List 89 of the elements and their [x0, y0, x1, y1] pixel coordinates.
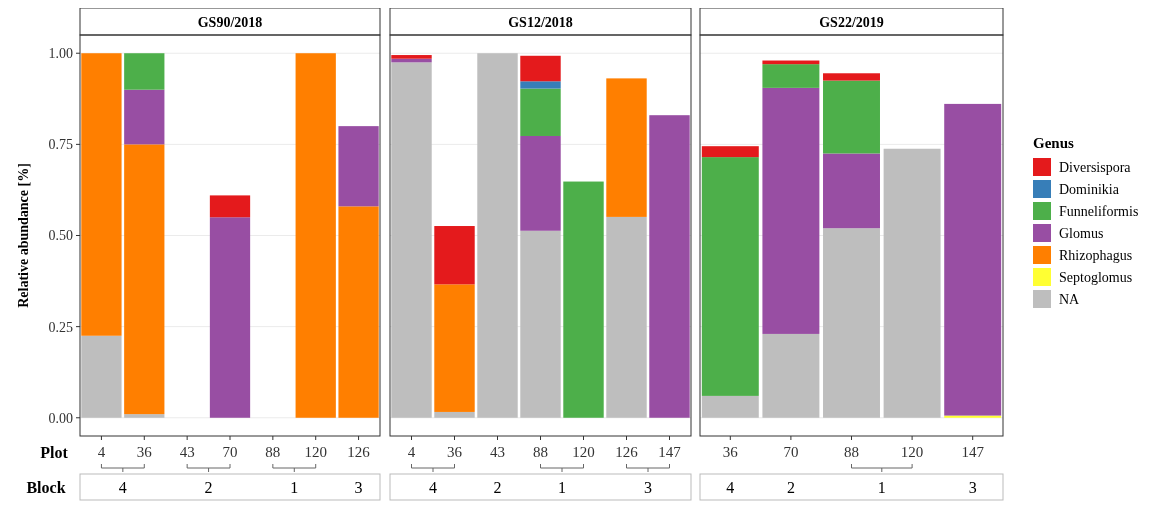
legend-label: Glomus: [1059, 225, 1104, 241]
x-tick-label: 36: [447, 444, 463, 460]
legend-label: Diversispora: [1059, 159, 1132, 175]
bar: [338, 206, 379, 418]
text: 4: [429, 479, 437, 496]
x-tick-label: 36: [136, 444, 153, 460]
bar: [81, 335, 122, 418]
text: 1: [290, 479, 299, 496]
x-tick-label: 88: [265, 444, 281, 460]
bar: [81, 53, 122, 336]
bar: [606, 216, 647, 418]
bar: [434, 411, 475, 418]
bar: [520, 88, 561, 136]
bar: [434, 226, 475, 285]
bar: [477, 53, 518, 418]
bar: [762, 333, 820, 418]
x-tick-label: 43: [490, 444, 505, 460]
y-axis-title: Relative abundance [%]: [16, 163, 31, 308]
x-tick-label: 120: [900, 444, 924, 460]
bar: [823, 80, 880, 154]
legend-label: Septoglomus: [1059, 269, 1133, 285]
text: 1: [877, 479, 886, 496]
bar: [124, 89, 165, 145]
y-tick-label: 1.00: [48, 46, 73, 62]
bar: [701, 146, 759, 158]
x-tick-label: 126: [615, 444, 639, 460]
text: 2: [493, 479, 502, 496]
legend-title: Genus: [1033, 135, 1075, 151]
text: 2: [204, 479, 213, 496]
bar: [762, 87, 820, 334]
y-tick-label: 0.75: [48, 137, 73, 153]
bar: [762, 64, 820, 88]
bar: [823, 228, 880, 418]
x-tick-label: 43: [179, 444, 195, 460]
bar: [391, 55, 432, 59]
text: 3: [354, 479, 363, 496]
bar: [295, 53, 336, 418]
text: 3: [644, 479, 652, 496]
chart-title: GS12/2018: [508, 14, 573, 30]
bar: [606, 78, 647, 217]
x-tick-label: 36: [722, 444, 739, 460]
bar: [124, 414, 165, 418]
chart-title: GS90/2018: [197, 14, 263, 30]
x-tick-label: 120: [304, 444, 327, 460]
bar: [883, 148, 941, 418]
bar: [209, 217, 251, 418]
bar: [520, 55, 561, 82]
bar: [563, 181, 604, 418]
x-tick-label: 70: [783, 444, 799, 460]
x-axis-title: Plot: [40, 444, 69, 461]
bar: [124, 144, 165, 415]
x-tick-label: 147: [961, 444, 985, 460]
y-tick-label: 0.50: [48, 228, 73, 244]
bar: [701, 395, 759, 418]
bar: [338, 126, 379, 207]
bar: [701, 157, 759, 396]
bar: [944, 103, 1002, 416]
x-tick-label: 147: [658, 444, 682, 460]
x-tick-label: 120: [572, 444, 595, 460]
text: 4: [118, 479, 127, 496]
x-tick-label: 70: [222, 444, 238, 460]
bar: [520, 230, 561, 418]
text: 2: [786, 479, 795, 496]
text: 3: [968, 479, 977, 496]
x-tick-label: 4: [97, 444, 106, 460]
bar: [391, 62, 432, 418]
x-tick-label: 4: [407, 444, 416, 460]
x-tick-label: 126: [347, 444, 371, 460]
legend-label: NA: [1059, 291, 1081, 307]
text: 1: [558, 479, 566, 496]
legend-label: Funneliformis: [1059, 203, 1139, 219]
x-tick-label: 88: [844, 444, 859, 460]
bar: [520, 135, 561, 231]
bar: [823, 73, 880, 81]
bar: [823, 153, 880, 229]
text: Block: [26, 479, 66, 496]
bar: [124, 53, 165, 90]
bar: [520, 81, 561, 89]
bar: [434, 284, 475, 412]
text: 4: [726, 479, 735, 496]
chart-title: GS22/2019: [819, 14, 884, 30]
legend-label: Dominikia: [1059, 181, 1120, 197]
y-tick-label: 0.00: [48, 410, 73, 426]
bar: [944, 415, 1002, 418]
y-tick-label: 0.25: [48, 319, 73, 335]
bar: [649, 115, 690, 418]
legend-label: Rhizophagus: [1059, 247, 1133, 263]
bar: [209, 195, 251, 218]
x-tick-label: 88: [533, 444, 548, 460]
